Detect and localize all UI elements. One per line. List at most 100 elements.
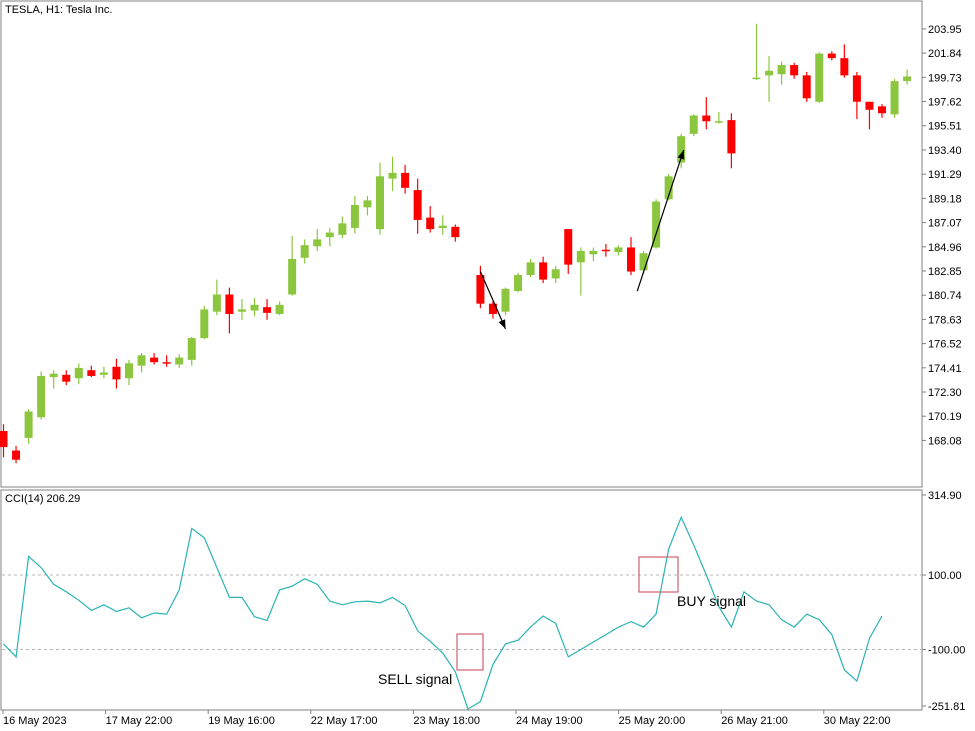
buy-signal-label: BUY signal [677,593,746,609]
price-tick-label-2: 199.73 [928,72,962,84]
candle-body-46 [576,250,585,263]
price-tick-label-9: 184.96 [928,242,962,254]
price-tick-label-15: 172.30 [928,387,962,399]
x-tick-label-1: 17 May 22:00 [106,715,173,727]
candle-body-39 [488,303,497,314]
candle-body-72 [903,76,912,82]
cci-tick-label-2: -100.00 [928,644,965,656]
candle-body-43 [539,262,548,280]
cci-tick-label-0: 314.90 [928,490,962,502]
trend-arrow-line-0 [479,271,507,330]
x-tick-label-2: 19 May 16:00 [208,715,275,727]
candle-body-19 [237,309,246,312]
x-tick-label-5: 24 May 19:00 [516,715,583,727]
price-pane: TESLA, H1: Tesla Inc. 203.95 201.84 199.73… [0,0,962,488]
price-tick-label-8: 187.07 [928,218,962,230]
x-tick-label-4: 23 May 18:00 [413,715,480,727]
candle-body-62 [777,65,786,75]
candle-body-5 [62,374,71,382]
candle-body-33 [413,190,422,220]
buy-signal-box [638,556,679,593]
trend-arrows [479,149,685,330]
candle-body-38 [476,274,485,304]
candle-body-51 [639,253,648,271]
candle-body-13 [162,362,171,364]
cci-tick-label-1: 100.00 [928,570,962,582]
candle-body-0 [0,431,8,448]
candle-body-3 [37,375,46,418]
price-tick-label-13: 176.52 [928,339,962,351]
price-tick-label-10: 182.85 [928,266,962,278]
x-tick-label-8: 30 May 22:00 [824,715,891,727]
candle-body-54 [677,136,686,163]
candle-body-9 [112,366,121,380]
candle-body-24 [300,245,309,258]
candle-body-52 [652,201,661,248]
price-candles [0,23,912,464]
candle-body-70 [878,106,886,114]
sell-signal-box [456,633,484,671]
candle-body-27 [338,223,347,235]
x-tick-label-7: 26 May 21:00 [721,715,788,727]
price-axis-ticks: 203.95 201.84 199.73 197.62 195.51 193.40 191.… [922,24,962,447]
price-tick-label-6: 191.29 [928,169,962,181]
candle-body-18 [225,294,234,314]
candle-body-30 [376,176,384,230]
cci-tick-label-3: -251.81 [928,701,965,713]
candle-body-15 [187,338,196,360]
price-tick-label-5: 193.40 [928,145,962,157]
price-tick-label-1: 201.84 [928,48,962,60]
candle-body-71 [890,81,899,115]
candle-body-53 [664,176,673,200]
trend-arrow-line-1 [636,149,685,292]
candle-body-1 [12,450,21,460]
candle-body-6 [74,367,83,379]
candle-body-23 [288,258,297,295]
candle-body-16 [200,309,209,339]
candle-body-28 [350,205,359,228]
candle-body-65 [815,53,824,102]
candle-body-22 [275,304,284,314]
candle-body-12 [150,357,159,363]
candle-body-2 [24,411,33,438]
candle-body-48 [601,249,610,252]
candle-body-29 [363,200,372,208]
trend-arrow-head-1 [677,149,685,160]
cci-line [3,515,883,710]
price-tick-label-4: 195.51 [928,121,962,133]
candle-body-8 [99,372,108,375]
x-tick-label-6: 25 May 20:00 [619,715,686,727]
cci-series-line [3,515,883,710]
candle-body-50 [627,247,635,272]
candle-body-68 [852,75,861,102]
price-tick-label-16: 170.19 [928,411,962,423]
x-tick-label-0: 16 May 2023 [3,715,67,727]
candle-body-45 [564,229,573,265]
price-chart-title: TESLA, H1: Tesla Inc. [5,4,112,16]
candle-body-7 [87,370,96,376]
candle-body-4 [49,373,58,378]
x-axis-ticks: 16 May 2023 17 May 22:00 19 May 16:00 22 Ma… [1,709,922,727]
candle-body-26 [325,232,334,238]
price-tick-label-11: 180.74 [928,290,962,302]
candle-body-10 [125,363,133,379]
price-tick-label-0: 203.95 [928,24,962,36]
candle-body-69 [865,101,874,110]
price-tick-label-17: 168.08 [928,435,962,447]
candle-body-42 [526,262,535,275]
sell-signal-label: SELL signal [378,671,452,687]
candle-body-11 [137,355,146,366]
cci-axis-ticks: 314.90 100.00 -100.00 -251.81 [922,490,965,713]
candle-body-32 [401,172,410,188]
candle-body-25 [313,239,322,247]
candle-body-47 [589,250,598,255]
candle-body-60 [752,77,761,80]
candle-body-20 [250,304,259,311]
candle-body-58 [727,120,736,154]
trend-arrow-head-0 [498,319,506,329]
candle-body-31 [388,172,397,179]
candle-body-14 [175,357,184,365]
price-tick-label-7: 189.18 [928,193,962,205]
candle-body-44 [551,269,560,279]
